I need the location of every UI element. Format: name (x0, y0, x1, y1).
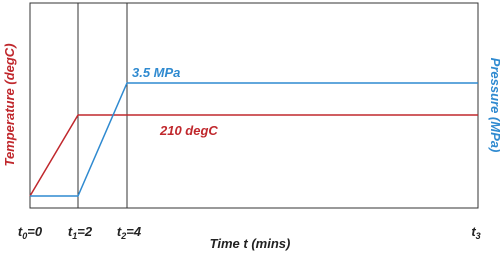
left-axis-label: Temperature (degC) (2, 43, 17, 166)
plot-frame (29, 2, 479, 209)
time-mark-label: t1=2 (68, 224, 93, 241)
right-axis-label: Pressure (MPa) (488, 58, 500, 153)
pressure-line (30, 82, 478, 197)
temperature-line (29, 114, 478, 197)
time-mark-label: t3 (471, 224, 480, 241)
temperature-annotation: 210 degC (159, 123, 218, 138)
pressure-annotation: 3.5 MPa (132, 65, 180, 80)
bottom-axis-label: Time t (mins) (210, 236, 291, 251)
time-mark-label: t2=4 (117, 224, 142, 241)
time-mark-label: t0=0 (18, 224, 43, 241)
